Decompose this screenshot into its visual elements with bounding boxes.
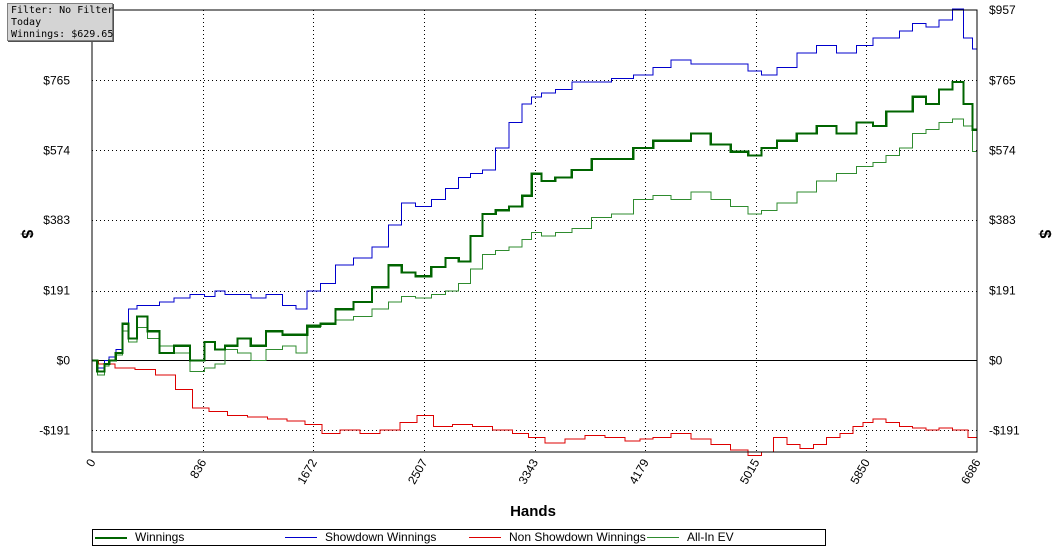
y-axis-title-left: $ [18,230,35,239]
y-tick-label-right: $574 [989,143,1016,157]
y-tick-label-left: $191 [43,284,70,298]
y-tick-label-left: $0 [57,353,71,367]
y-tick-label-left: $383 [43,213,70,227]
x-axis-labels: 0 836 1672 2507 3343 4179 5015 5850 6686 [83,456,984,486]
x-tick-label: 5850 [847,456,873,486]
x-tick-label: 2507 [405,456,431,486]
y-tick-label-left: -$191 [39,423,70,437]
series-line-winnings [92,81,977,373]
legend-label: Non Showdown Winnings [509,530,646,544]
winnings-total-line: Winnings: $629.65 [11,29,114,40]
y-tick-label-right: $0 [989,353,1003,367]
series-line-all-in-ev [92,118,977,376]
date-range-line: Today [11,17,42,28]
x-tick-label: 3343 [516,456,542,486]
x-tick-label: 4179 [626,456,652,486]
series-line-showdown-winnings [92,8,977,369]
series-line-non-showdown-winnings [92,360,977,457]
y-tick-label-right: $765 [989,73,1016,87]
y-tick-label-left: $574 [43,143,70,157]
legend-label: Showdown Winnings [325,530,437,544]
x-tick-label: 0 [83,456,99,469]
y-tick-label-left: $765 [43,73,70,87]
legend-swatch [647,537,679,538]
plot-frame [91,9,978,453]
y-tick-label-right: $383 [989,213,1016,227]
legend-swatch [469,537,501,538]
y-tick-label-right: $957 [989,3,1016,17]
y-tick-label-right: -$191 [989,423,1020,437]
x-axis-title: Hands [510,503,556,520]
y-axis-right-labels: -$191 $0 $191 $383 $574 $765 $957 [989,3,1020,437]
series-layer [92,8,977,457]
y-tick-label-right: $191 [989,284,1016,298]
chart-legend: Winnings Showdown Winnings Non Showdown Wi… [92,529,826,546]
legend-label: All-In EV [687,530,734,544]
y-axis-left-labels: -$191$0$191$383$574$765$957 [39,3,70,437]
filter-info-box: Filter: No Filter Today Winnings: $629.6… [7,3,113,41]
legend-swatch [95,537,127,539]
grid-lines [92,10,977,452]
x-tick-label: 836 [187,456,209,481]
x-tick-label: 5015 [737,456,763,486]
legend-swatch [285,537,317,538]
x-tick-label: 6686 [958,456,984,486]
x-tick-label: 1672 [294,456,320,486]
legend-label: Winnings [135,530,185,544]
y-axis-title-right: $ [1036,230,1053,239]
filter-line: Filter: No Filter [11,5,114,16]
